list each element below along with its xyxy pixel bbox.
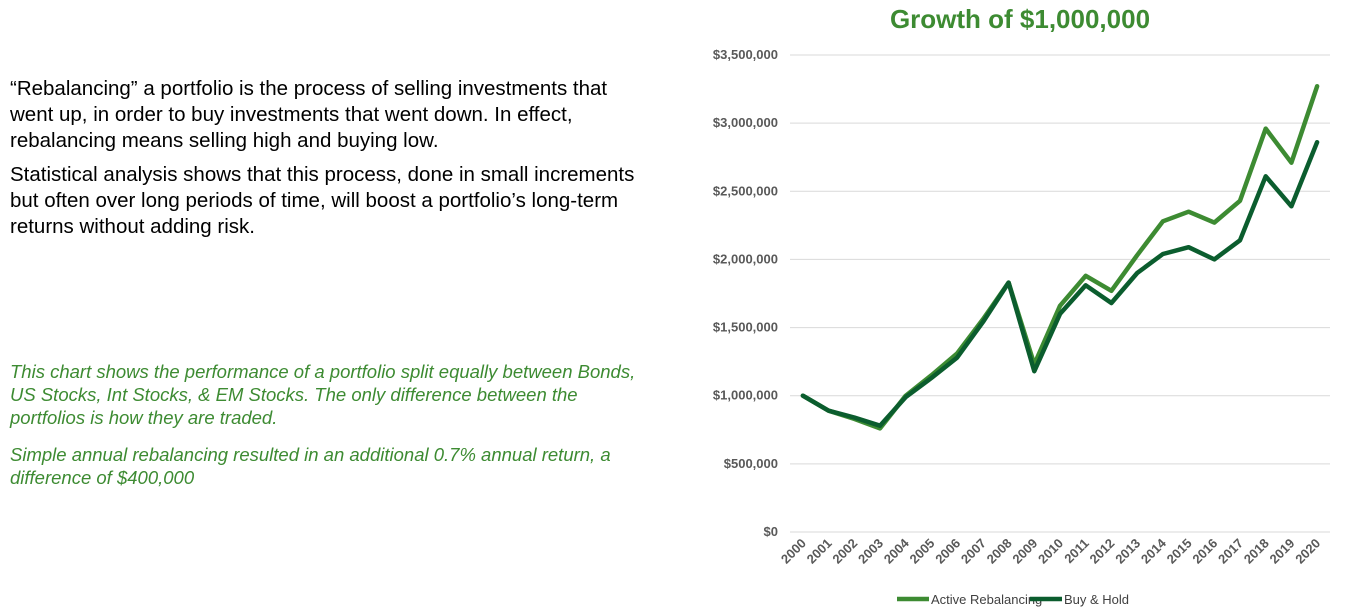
x-tick-label: 2012 <box>1086 536 1117 567</box>
x-tick-label: 2002 <box>829 536 860 567</box>
x-tick-label: 2001 <box>804 536 835 567</box>
chart-notes: This chart shows the performance of a po… <box>10 360 650 503</box>
x-tick-label: 2005 <box>906 536 937 567</box>
y-tick-label: $3,000,000 <box>713 115 778 130</box>
x-tick-label: 2016 <box>1189 536 1220 567</box>
x-tick-label: 2010 <box>1035 536 1066 567</box>
intro-text: “Rebalancing” a portfolio is the process… <box>10 76 650 248</box>
chart-series <box>800 84 1320 431</box>
note-rebalancing-result: Simple annual rebalancing resulted in an… <box>10 444 611 488</box>
y-tick-label: $3,500,000 <box>713 47 778 62</box>
y-tick-label: $0 <box>764 524 778 539</box>
x-tick-label: 2019 <box>1266 536 1297 567</box>
series-line-buy-and-hold <box>800 139 1320 428</box>
x-tick-label: 2015 <box>1164 536 1195 567</box>
x-tick-label: 2004 <box>881 535 913 567</box>
y-tick-label: $1,500,000 <box>713 320 778 335</box>
x-tick-label: 2017 <box>1215 536 1246 567</box>
legend-label: Buy & Hold <box>1064 592 1129 607</box>
x-axis-ticks: 2000200120022003200420052006200720082009… <box>778 535 1323 567</box>
x-tick-label: 2020 <box>1292 536 1323 567</box>
x-tick-label: 2003 <box>855 536 886 567</box>
x-tick-label: 2009 <box>1009 536 1040 567</box>
chart-legend: Active Rebalancing Buy & Hold <box>897 592 1129 607</box>
x-tick-label: 2011 <box>1061 536 1092 567</box>
chart-title: Growth of $1,000,000 <box>890 4 1150 34</box>
y-tick-label: $2,000,000 <box>713 251 778 266</box>
growth-line-chart: Growth of $1,000,000 $0 $500,000 $1,000,00… <box>713 4 1330 607</box>
x-tick-label: 2013 <box>1112 536 1143 567</box>
y-tick-label: $1,000,000 <box>713 388 778 403</box>
x-tick-label: 2008 <box>984 536 1015 567</box>
paragraph-rebalancing-definition: “Rebalancing” a portfolio is the process… <box>10 77 608 152</box>
x-tick-label: 2018 <box>1241 536 1272 567</box>
chart-gridlines <box>790 54 1330 533</box>
series-line-active-rebalancing <box>800 84 1320 431</box>
legend-label: Active Rebalancing <box>931 592 1042 607</box>
x-tick-label: 2007 <box>958 536 989 567</box>
y-tick-label: $2,500,000 <box>713 183 778 198</box>
x-tick-label: 2014 <box>1138 535 1170 567</box>
paragraph-statistical-analysis: Statistical analysis shows that this pro… <box>10 163 635 238</box>
x-tick-label: 2006 <box>932 536 963 567</box>
note-portfolio-split: This chart shows the performance of a po… <box>10 361 636 428</box>
x-tick-label: 2000 <box>778 536 809 567</box>
y-axis-ticks: $0 $500,000 $1,000,000 $1,500,000 $2,000,000… <box>713 47 778 539</box>
y-tick-label: $500,000 <box>724 456 778 471</box>
